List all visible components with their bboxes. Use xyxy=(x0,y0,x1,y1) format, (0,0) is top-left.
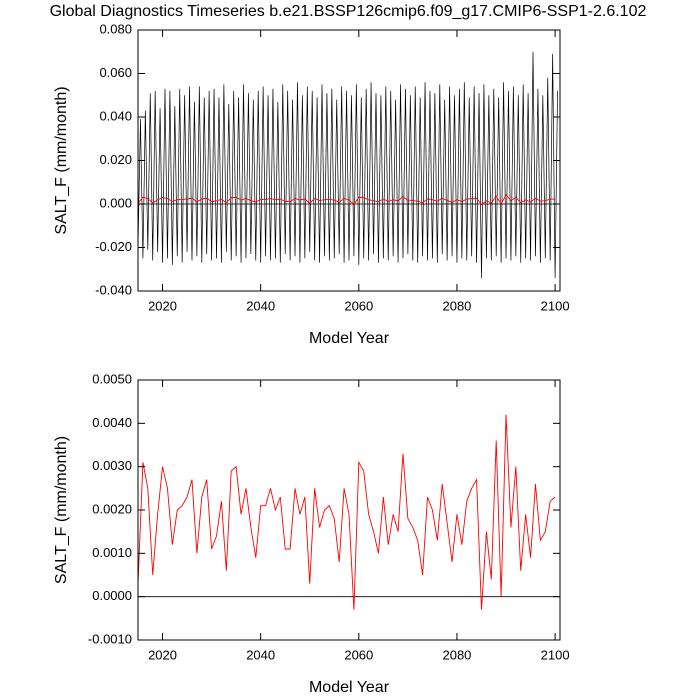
data-line xyxy=(138,414,556,610)
x-axis-label: Model Year xyxy=(309,679,390,696)
x-tick-label: 2020 xyxy=(148,298,177,313)
plot-frame xyxy=(137,379,561,641)
y-tick-label: 0.0020 xyxy=(92,501,132,516)
y-tick-label: -0.0010 xyxy=(88,631,132,646)
y-tick-label: 0.020 xyxy=(99,152,132,167)
x-tick-label: 2060 xyxy=(344,647,373,662)
y-tick-label: 0.0000 xyxy=(92,588,132,603)
y-tick-label: 0.0050 xyxy=(92,371,132,386)
y-axis-label: SALT_F (mm/month) xyxy=(53,436,70,584)
y-tick-label: 0.0010 xyxy=(92,545,132,560)
y-tick-label: 0.060 xyxy=(99,65,132,80)
x-tick-label: 2080 xyxy=(442,647,471,662)
x-tick-label: 2040 xyxy=(246,647,275,662)
data-line xyxy=(138,194,556,206)
x-tick-label: 2040 xyxy=(246,298,275,313)
y-tick-label: 0.040 xyxy=(99,108,132,123)
x-tick-label: 2100 xyxy=(541,647,570,662)
x-axis-label: Model Year xyxy=(309,330,390,347)
x-tick-label: 2020 xyxy=(148,647,177,662)
y-tick-label: -0.020 xyxy=(95,239,132,254)
y-tick-label: 0.0040 xyxy=(92,415,132,430)
y-tick-label: -0.040 xyxy=(95,282,132,297)
data-line xyxy=(138,51,558,278)
chart-title: Global Diagnostics Timeseries b.e21.BSSP… xyxy=(50,3,647,20)
y-tick-label: 0.080 xyxy=(99,21,132,36)
x-tick-label: 2080 xyxy=(442,298,471,313)
y-tick-label: 0.0030 xyxy=(92,458,132,473)
x-tick-label: 2100 xyxy=(541,298,570,313)
x-tick-label: 2060 xyxy=(344,298,373,313)
y-axis-label: SALT_F (mm/month) xyxy=(53,86,70,234)
y-tick-label: 0.000 xyxy=(99,195,132,210)
